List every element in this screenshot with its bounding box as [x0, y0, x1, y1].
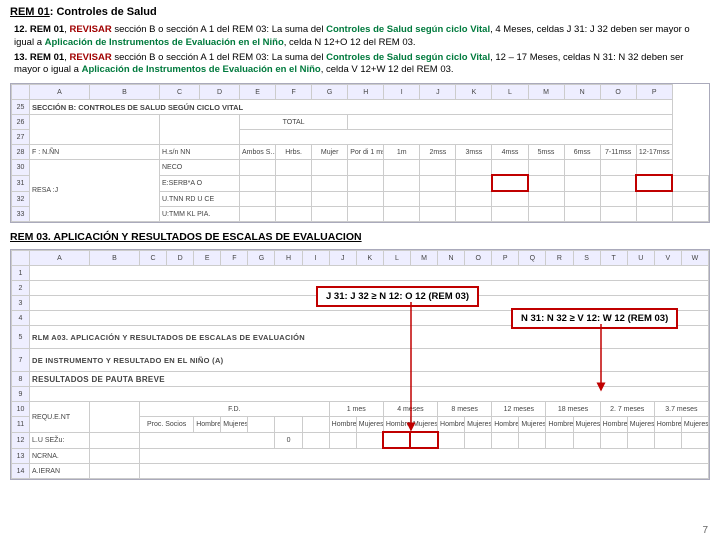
rule-12: 12. REM 01, REVISAR sección B o sección … [14, 24, 710, 50]
sheet1-row: 30 RESA :J NECO [12, 160, 709, 176]
sheet2-big3: 8 RESULTADOS DE PAUTA BREVE [12, 372, 709, 387]
formula1-box: J 31: J 32 ≥ N 12: O 12 (REM 03) [316, 286, 479, 307]
sheet1-red-j31 [492, 175, 528, 191]
col-header-row: AB CD EF GH IJ KL MN OP QR ST UV W [12, 251, 709, 266]
title-prefix: REM 01 [10, 6, 50, 18]
page-number: 7 [702, 525, 708, 536]
sheet1-row: 28 F : N.ÑN H.s/n NN Ambos S...Hrbs. Muj… [12, 145, 709, 160]
sheet2-row: 14 A.IERAN [12, 464, 709, 479]
sheet2-row: 13 NCRNA. [12, 448, 709, 464]
sheet2-row-12: 12 L.U SEŽu: 0 [12, 432, 709, 448]
sheet2-row: 9 [12, 387, 709, 402]
col-header-row: AB CD EF GH IJ KL MN OP [12, 85, 709, 100]
sheet1-row: 26 TOTAL [12, 115, 709, 130]
sheet1-frame: AB CD EF GH IJ KL MN OP 25 SECCIÓN B: CO… [10, 83, 710, 223]
title-suffix: : Controles de Salud [50, 6, 157, 18]
sheet2-months-row: 10 REQU.E.NT F.D. 1 mes 4 meses 8 meses … [12, 402, 709, 417]
sheet2-big2: 7 DE INSTRUMENTO Y RESULTADO EN EL NIÑO … [12, 349, 709, 372]
sheet2-red-o12 [410, 432, 437, 448]
rule-13: 13. REM 01, REVISAR sección B o sección … [14, 52, 710, 78]
rem03-subtitle: REM 03. APLICACIÓN Y RESULTADOS DE ESCAL… [10, 231, 710, 243]
sheet1-section-row: 25 SECCIÓN B: CONTROLES DE SALUD SEGÚN C… [12, 100, 709, 115]
sheet2-red-n12 [383, 432, 410, 448]
page-title: REM 01: Controles de Salud [10, 6, 710, 18]
sheet2-frame: AB CD EF GH IJ KL MN OP QR ST UV W 1 2 3… [10, 249, 710, 480]
rules-block: 12. REM 01, REVISAR sección B o sección … [10, 24, 710, 77]
sheet1-red-n31 [636, 175, 672, 191]
sheet1-grid: AB CD EF GH IJ KL MN OP 25 SECCIÓN B: CO… [11, 84, 709, 222]
sheet2-grid: AB CD EF GH IJ KL MN OP QR ST UV W 1 2 3… [11, 250, 709, 479]
formula2-box: N 31: N 32 ≥ V 12: W 12 (REM 03) [511, 308, 678, 329]
sheet2-row: 1 [12, 266, 709, 281]
